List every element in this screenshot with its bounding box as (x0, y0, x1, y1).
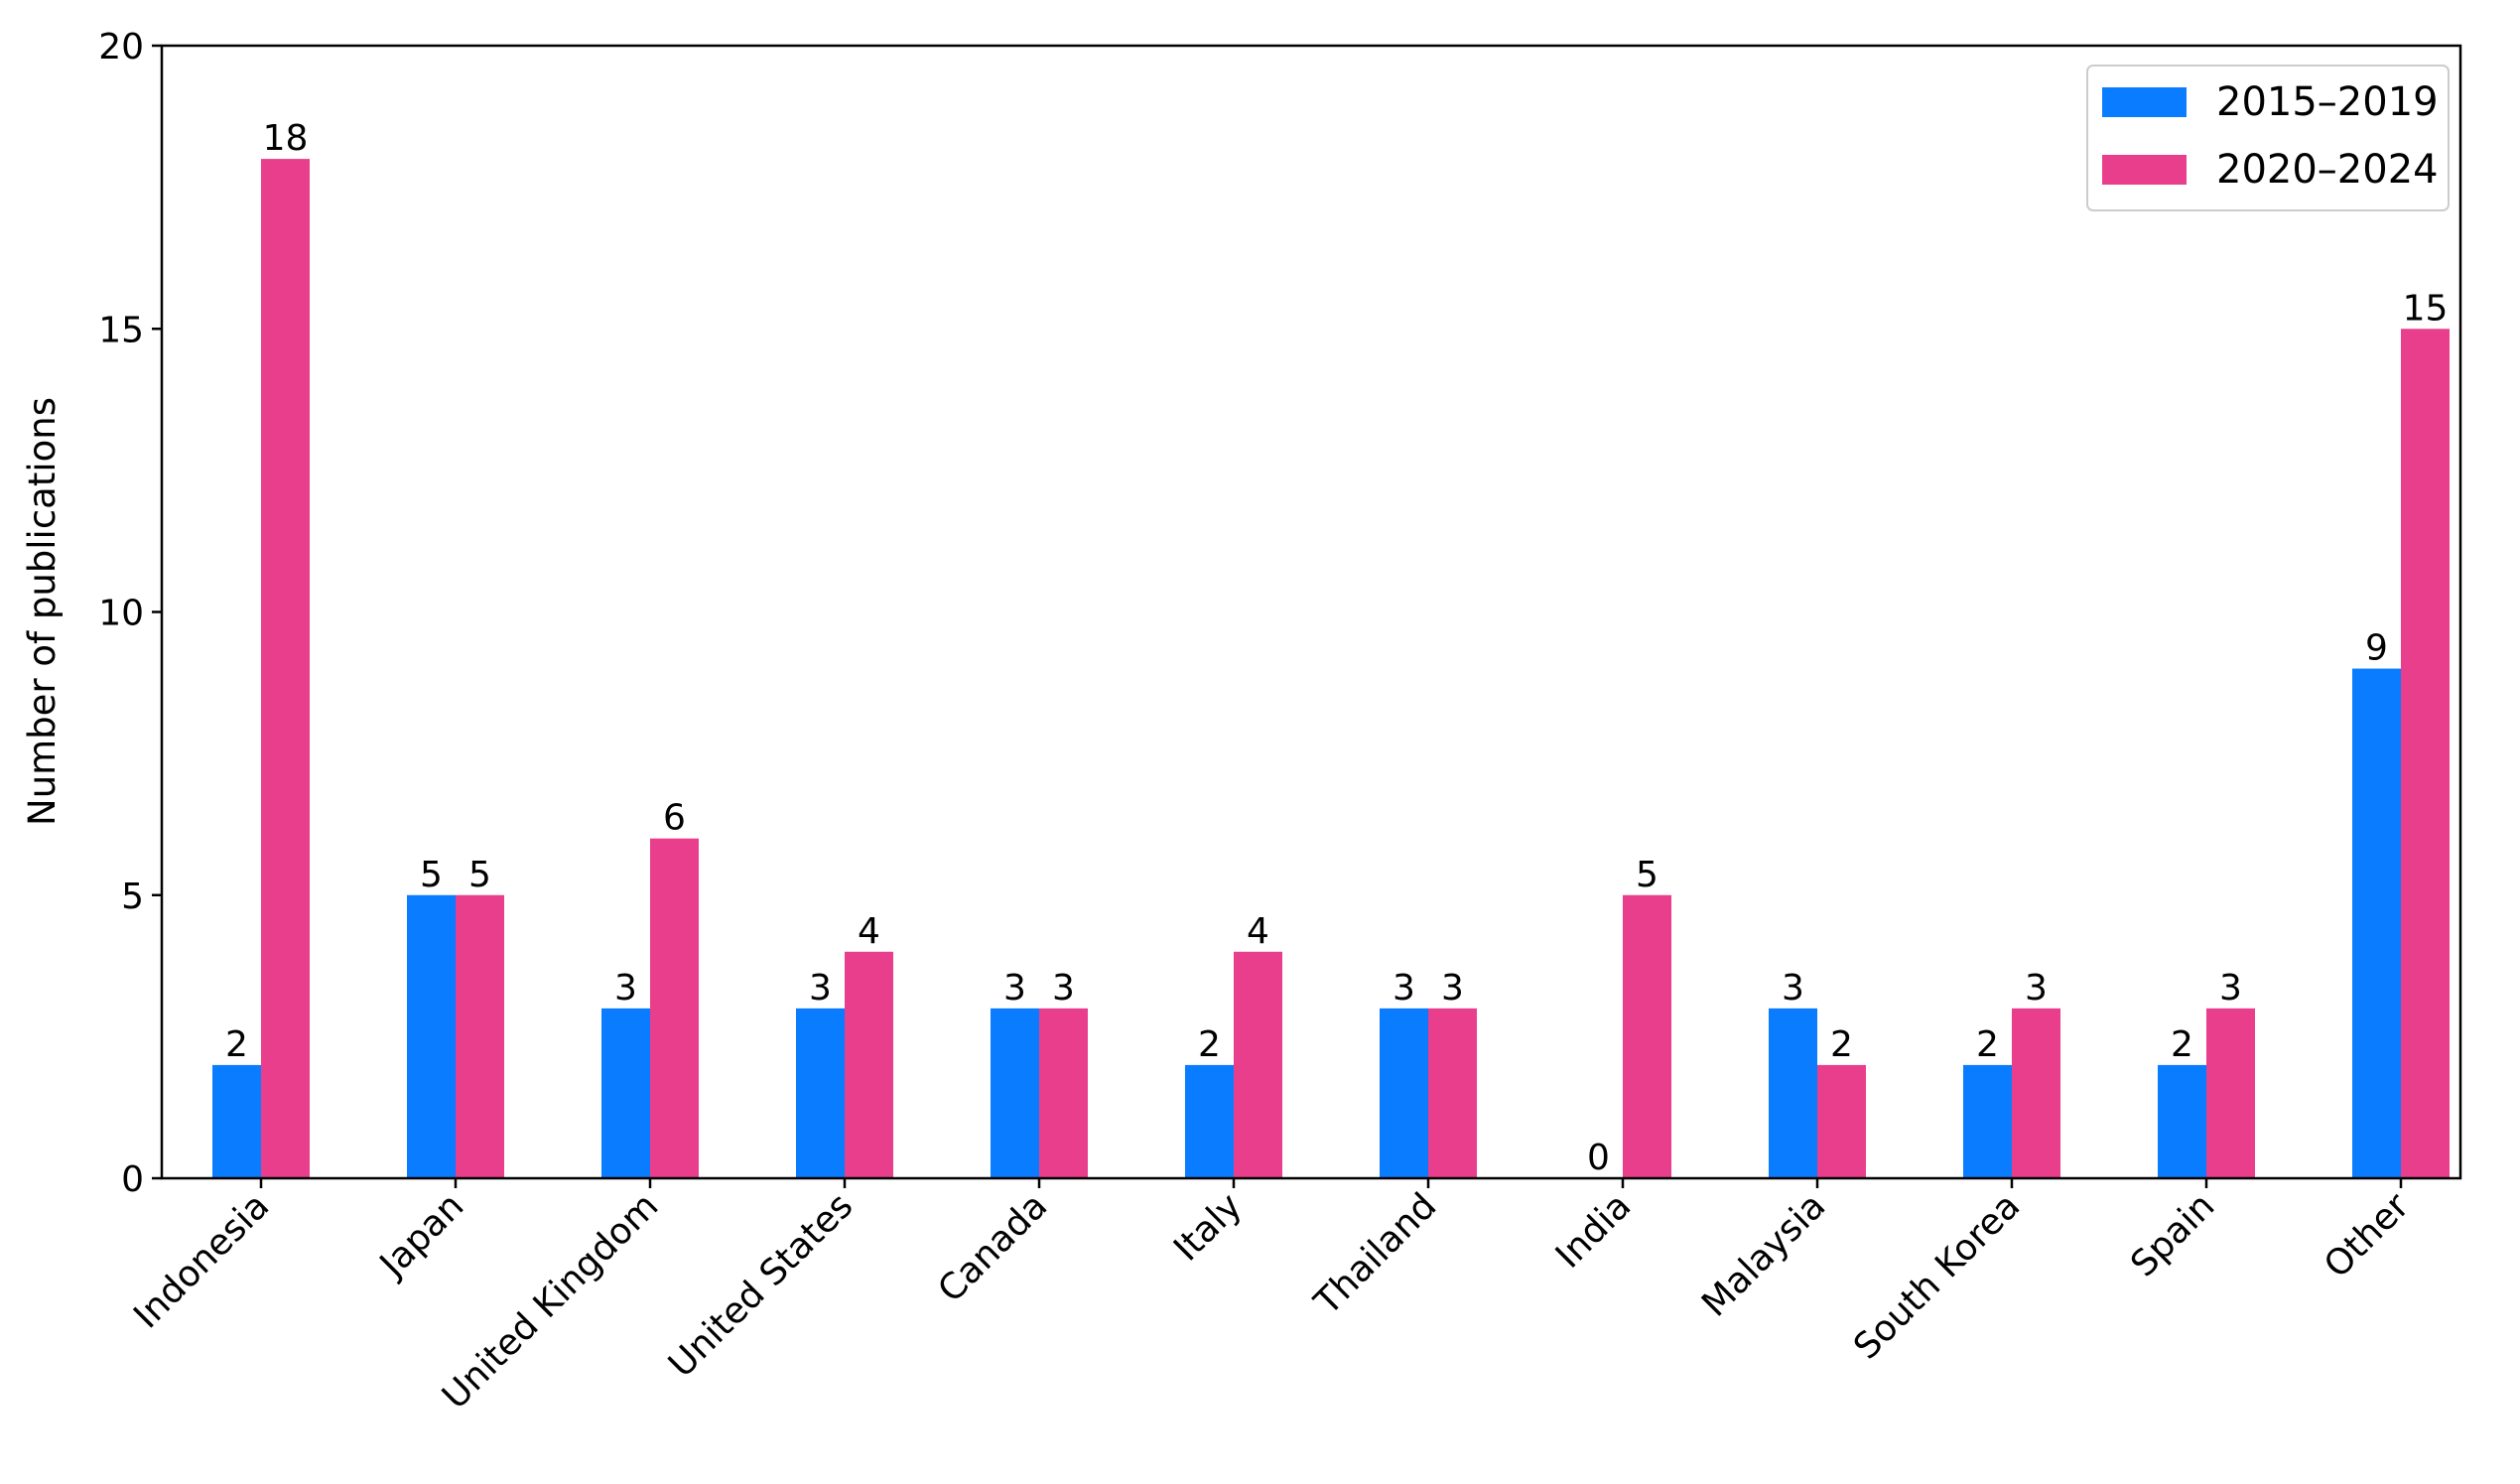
bar-indonesia-2015-2019 (212, 1064, 261, 1178)
bar-south-korea-2015-2019 (1963, 1064, 2012, 1178)
bar-canada-2015-2019 (991, 1008, 1039, 1178)
bar-japan-2020-2024 (456, 894, 504, 1178)
bar-label-thailand-2020-2024: 3 (1441, 968, 1464, 1009)
bar-label-italy-2015-2019: 2 (1198, 1024, 1221, 1065)
bar-india-2020-2024 (1623, 894, 1671, 1178)
bar-indonesia-2020-2024 (261, 159, 310, 1179)
bar-label-indonesia-2015-2019: 2 (225, 1024, 248, 1065)
x-tick-label-south-korea: South Korea (1846, 1185, 2028, 1367)
bar-label-italy-2020-2024: 4 (1247, 911, 1269, 952)
x-tick-label-other: Other (2317, 1185, 2417, 1285)
legend: 2015–2019 2020–2024 (2086, 65, 2450, 211)
y-tick-label-10: 10 (98, 594, 144, 634)
bar-label-india-2020-2024: 5 (1636, 855, 1658, 895)
bar-malaysia-2020-2024 (1817, 1064, 1866, 1178)
x-tick-label-india: India (1548, 1185, 1639, 1276)
bar-united-kingdom-2020-2024 (650, 838, 699, 1178)
bar-label-thailand-2015-2019: 3 (1393, 968, 1415, 1009)
bar-italy-2015-2019 (1185, 1064, 1234, 1178)
legend-label-2015-2019: 2015–2019 (2216, 79, 2439, 125)
bar-label-indonesia-2020-2024: 18 (263, 118, 309, 159)
bar-label-other-2020-2024: 15 (2403, 288, 2449, 329)
x-tick-label-japan: Japan (371, 1185, 471, 1285)
legend-swatch-2020-2024 (2102, 155, 2187, 185)
legend-swatch-2015-2019 (2102, 87, 2187, 117)
bar-canada-2020-2024 (1039, 1008, 1088, 1178)
bar-label-south-korea-2015-2019: 2 (1976, 1024, 1999, 1065)
bar-south-korea-2020-2024 (2012, 1008, 2060, 1178)
bar-thailand-2015-2019 (1380, 1008, 1428, 1178)
bar-label-spain-2015-2019: 2 (2171, 1024, 2193, 1065)
x-tick-label-spain: Spain (2123, 1185, 2222, 1284)
bar-label-malaysia-2020-2024: 2 (1830, 1024, 1853, 1065)
bar-spain-2020-2024 (2206, 1008, 2255, 1178)
y-tick-label-15: 15 (98, 310, 144, 350)
bar-label-united-states-2020-2024: 4 (858, 911, 880, 952)
y-tick-label-0: 0 (121, 1159, 144, 1200)
y-axis-title: Number of publications (21, 397, 64, 826)
bar-thailand-2020-2024 (1428, 1008, 1477, 1178)
x-tick-label-indonesia: Indonesia (126, 1185, 277, 1336)
bar-label-united-states-2015-2019: 3 (809, 968, 832, 1009)
x-tick-label-united-states: United States (661, 1185, 861, 1385)
bar-label-canada-2020-2024: 3 (1052, 968, 1075, 1009)
bar-italy-2020-2024 (1234, 951, 1282, 1178)
bar-label-united-kingdom-2015-2019: 3 (614, 968, 637, 1009)
bar-united-states-2015-2019 (796, 1008, 845, 1178)
bar-malaysia-2015-2019 (1769, 1008, 1817, 1178)
bar-united-states-2020-2024 (845, 951, 893, 1178)
x-tick-label-united-kingdom: United Kingdom (435, 1185, 666, 1417)
bar-japan-2015-2019 (407, 894, 456, 1178)
legend-label-2020-2024: 2020–2024 (2216, 147, 2439, 193)
y-tick-label-5: 5 (121, 877, 144, 917)
bar-label-other-2015-2019: 9 (2365, 628, 2388, 669)
bar-label-canada-2015-2019: 3 (1003, 968, 1026, 1009)
bar-label-japan-2015-2019: 5 (420, 855, 443, 895)
x-tick-label-canada: Canada (930, 1185, 1055, 1310)
y-tick-label-20: 20 (98, 27, 144, 67)
bar-label-south-korea-2020-2024: 3 (2025, 968, 2048, 1009)
bar-label-united-kingdom-2020-2024: 6 (663, 798, 686, 839)
bar-label-spain-2020-2024: 3 (2219, 968, 2242, 1009)
bar-label-japan-2020-2024: 5 (468, 855, 491, 895)
plot-area-frame (160, 44, 2462, 1180)
x-tick-label-italy: Italy (1166, 1185, 1250, 1269)
bar-united-kingdom-2015-2019 (601, 1008, 650, 1178)
bar-label-india-2015-2019: 0 (1587, 1138, 1610, 1178)
x-tick-label-malaysia: Malaysia (1694, 1185, 1833, 1324)
bar-other-2020-2024 (2401, 329, 2450, 1178)
x-tick-label-thailand: Thailand (1306, 1185, 1444, 1323)
bar-label-malaysia-2015-2019: 3 (1782, 968, 1804, 1009)
bars-layer (212, 159, 2450, 1179)
y-axis: 0 5 10 15 20 (98, 27, 162, 1200)
bar-other-2015-2019 (2352, 668, 2401, 1178)
bar-spain-2015-2019 (2158, 1064, 2206, 1178)
